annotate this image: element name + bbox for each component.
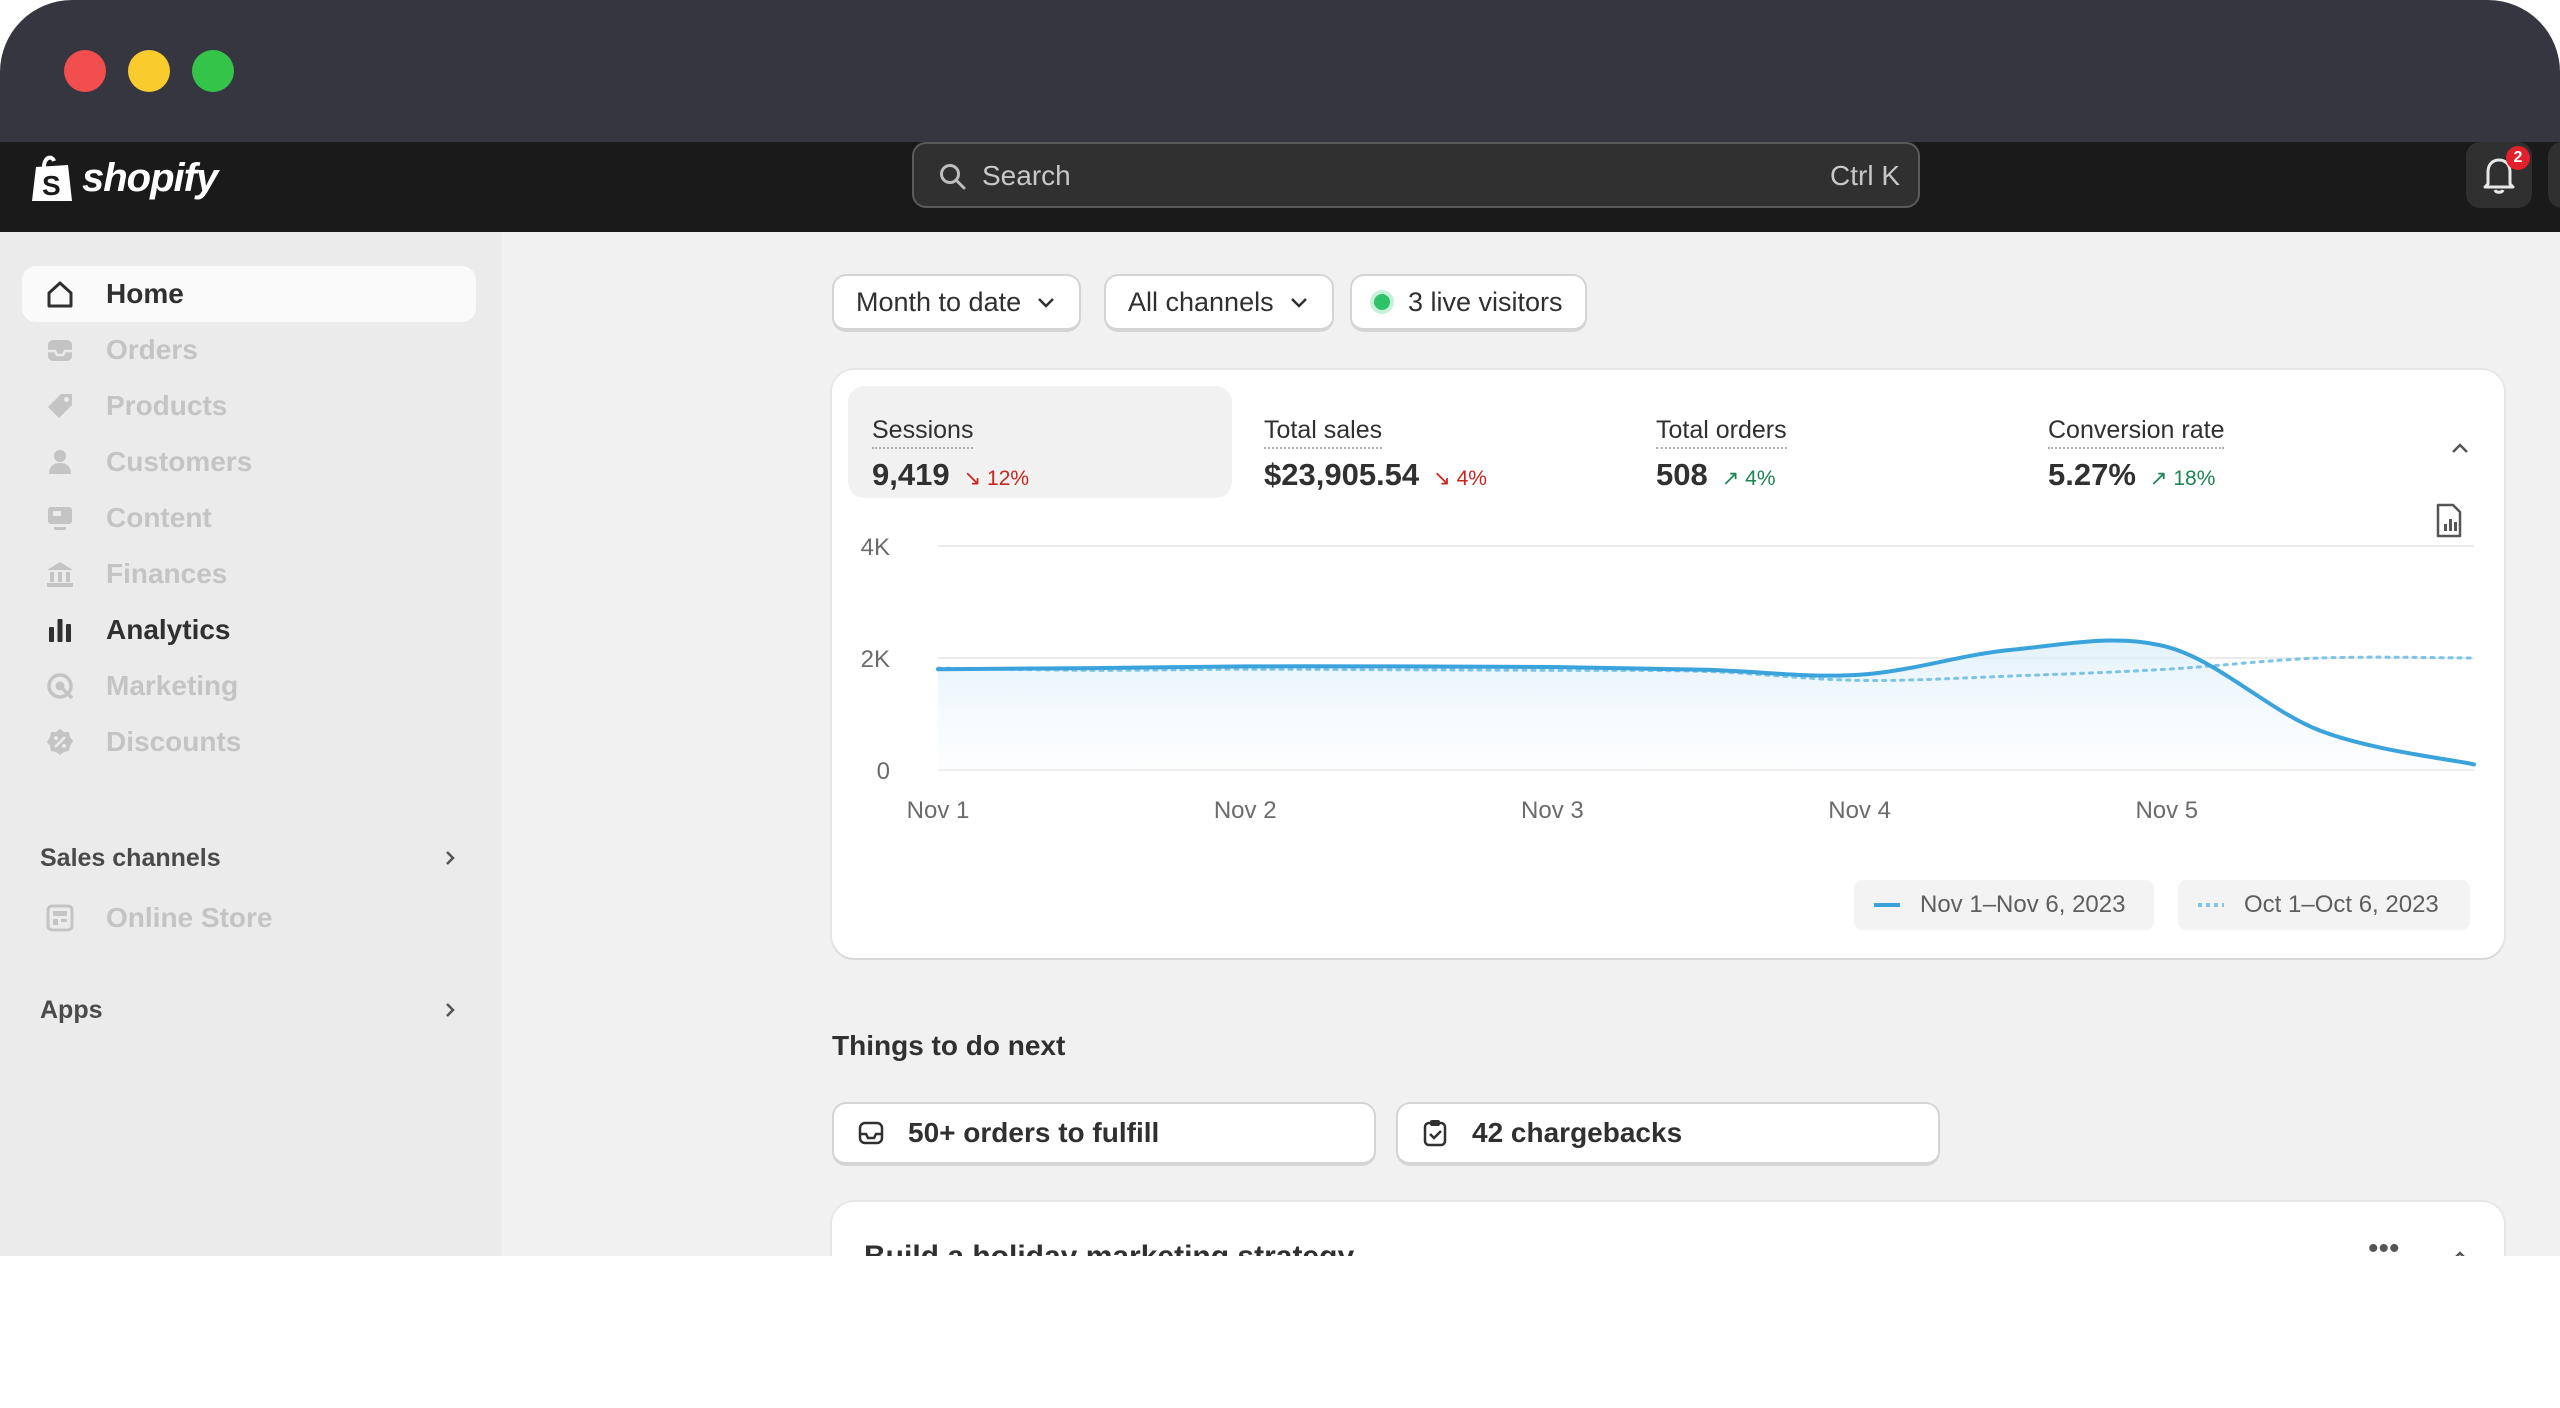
home-icon (44, 278, 76, 310)
window-titlebar (0, 0, 2560, 142)
maximize-window-button[interactable] (192, 50, 234, 92)
x-tick-label: Nov 4 (1828, 797, 1891, 824)
minimize-window-button[interactable] (128, 50, 170, 92)
target-icon (44, 670, 76, 702)
sidebar-item-products[interactable]: Products (22, 378, 476, 434)
x-tick-label: Nov 5 (2135, 797, 2198, 824)
series-line-current (936, 638, 2476, 767)
logo-text: shopify (82, 155, 218, 200)
sidebar-item-customers[interactable]: Customers (22, 434, 476, 490)
bank-icon (44, 558, 76, 590)
bar-chart-icon (44, 614, 76, 646)
inbox-icon (858, 1121, 884, 1145)
inbox-icon (44, 334, 76, 366)
legend-current-period[interactable]: Nov 1–Nov 6, 2023 (1854, 880, 2154, 930)
shopping-bag-icon: S (32, 155, 72, 201)
search-shortcut: Ctrl K (1830, 160, 1900, 191)
legend-swatch-solid (1874, 903, 1900, 907)
apps-heading[interactable]: Apps (40, 990, 460, 1030)
things-to-do-heading: Things to do next (832, 1030, 1066, 1061)
notifications-button[interactable]: 2 (2466, 142, 2532, 208)
discount-icon (44, 726, 76, 758)
content-icon (44, 502, 76, 534)
marketing-strategy-card: Build a holiday marketing strategy ••• (832, 1202, 2504, 1256)
account-button[interactable] (2548, 142, 2560, 208)
legend-swatch-dotted (2198, 903, 2224, 907)
chargebacks-button[interactable]: 42 chargebacks (1396, 1102, 1940, 1166)
sales-channels-heading[interactable]: Sales channels (40, 838, 460, 878)
series-area-fill (938, 640, 2474, 770)
chevron-down-icon (1038, 298, 1055, 308)
x-tick-label: Nov 1 (907, 797, 970, 824)
x-tick-label: Nov 2 (1214, 797, 1277, 824)
live-status-dot (1374, 294, 1390, 310)
tag-icon (44, 390, 76, 422)
chevron-up-icon[interactable] (2444, 432, 2476, 464)
metric-sessions[interactable]: Sessions 9,419 ↘ 12% (848, 386, 1232, 498)
y-tick-label: 2K (861, 646, 890, 673)
chevron-right-icon (446, 851, 455, 865)
close-window-button[interactable] (64, 50, 106, 92)
sidebar-item-analytics[interactable]: Analytics (22, 602, 476, 658)
sidebar-item-online-store[interactable]: Online Store (22, 890, 476, 946)
sidebar-item-discounts[interactable]: Discounts (22, 714, 476, 770)
metric-conversion-rate[interactable]: Conversion rate 5.27% ↗ 18% (2048, 416, 2225, 492)
browser-window: S shopify Search Ctrl K 2 Home (0, 0, 2560, 1256)
date-range-dropdown[interactable]: Month to date (832, 274, 1082, 332)
more-options-button[interactable]: ••• (2368, 1232, 2400, 1256)
chevron-down-icon (1290, 298, 1307, 308)
search-icon (940, 164, 966, 190)
chevron-up-icon[interactable] (2446, 1242, 2474, 1256)
notification-count-badge: 2 (2506, 146, 2530, 170)
sessions-line-chart: 4K 2K 0 Nov 1 Nov 2 Nov 3 Nov 4 Nov 5 (861, 534, 2476, 824)
metric-total-sales[interactable]: Total sales $23,905.54 ↘ 4% (1264, 416, 1487, 492)
clipboard-icon (1423, 1120, 1447, 1147)
change-indicator: ↗ 18% (2149, 467, 2216, 490)
sidebar-item-content[interactable]: Content (22, 490, 476, 546)
y-tick-label: 0 (877, 758, 890, 785)
bell-icon (2483, 158, 2515, 194)
search-placeholder: Search (982, 160, 1071, 191)
sidebar-item-marketing[interactable]: Marketing (22, 658, 476, 714)
chevron-right-icon (446, 1003, 455, 1017)
svg-text:S: S (42, 170, 61, 201)
sidebar-item-orders[interactable]: Orders (22, 322, 476, 378)
search-input[interactable]: Search Ctrl K (912, 142, 1920, 208)
export-report-icon[interactable] (2432, 502, 2466, 540)
x-tick-label: Nov 3 (1521, 797, 1584, 824)
sidebar: Home Orders Products Customers Content F… (0, 232, 502, 1256)
sidebar-item-finances[interactable]: Finances (22, 546, 476, 602)
y-tick-label: 4K (861, 534, 890, 561)
change-indicator: ↗ 4% (1721, 467, 1776, 490)
live-visitors-button[interactable]: 3 live visitors (1350, 274, 1587, 332)
change-indicator: ↘ 12% (963, 467, 1030, 490)
card-title: Build a holiday marketing strategy (864, 1240, 1354, 1256)
store-icon (44, 902, 76, 934)
channels-dropdown[interactable]: All channels (1104, 274, 1334, 332)
person-icon (44, 446, 76, 478)
shopify-logo[interactable]: S shopify (30, 148, 218, 208)
change-indicator: ↘ 4% (1433, 467, 1487, 490)
metrics-card: Sessions 9,419 ↘ 12% Total sales $23,905… (832, 370, 2504, 958)
orders-to-fulfill-button[interactable]: 50+ orders to fulfill (832, 1102, 1376, 1166)
metric-total-orders[interactable]: Total orders 508 ↗ 4% (1656, 416, 1787, 492)
sidebar-item-home[interactable]: Home (22, 266, 476, 322)
top-bar: S shopify Search Ctrl K 2 (0, 142, 2560, 232)
legend-previous-period[interactable]: Oct 1–Oct 6, 2023 (2178, 880, 2470, 930)
